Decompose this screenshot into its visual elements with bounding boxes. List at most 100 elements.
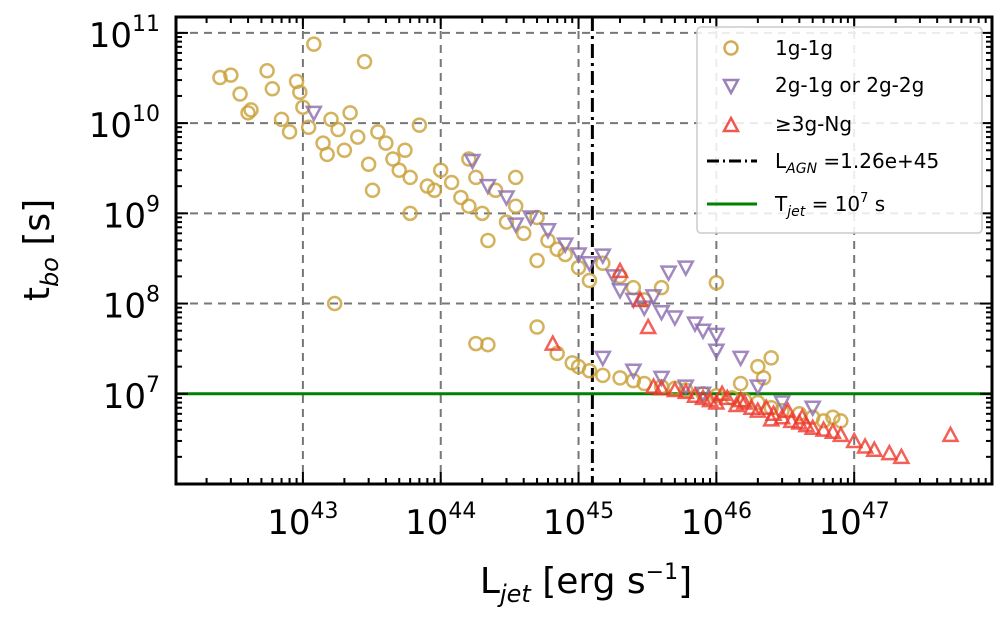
data-point — [360, 156, 377, 172]
data-point — [580, 255, 599, 273]
data-point — [708, 275, 725, 291]
data-point — [556, 237, 575, 255]
data-point — [232, 86, 248, 102]
data-point — [432, 162, 449, 179]
data-point — [370, 124, 386, 140]
plot-frame — [174, 15, 994, 486]
data-point — [581, 272, 598, 289]
legend-label-tjet: Tjet = 107 s — [774, 191, 885, 220]
data-point — [397, 142, 413, 159]
data-point — [856, 436, 875, 454]
legend-marker-triangle-down — [721, 78, 741, 96]
data-point — [610, 283, 630, 301]
y-tick-label: 107 — [103, 373, 160, 417]
data-point — [665, 310, 684, 328]
data-point — [319, 146, 335, 163]
data-point — [757, 398, 776, 416]
data-point — [624, 363, 643, 381]
x-tick-label-base: 10 — [819, 503, 862, 543]
data-points — [212, 36, 960, 465]
data-point — [461, 198, 477, 214]
y-tick-label-exp: 8 — [146, 283, 160, 308]
data-point — [281, 124, 298, 140]
data-point — [593, 248, 612, 266]
data-point — [336, 142, 353, 159]
data-point — [259, 63, 275, 79]
data-point — [468, 169, 484, 186]
data-point — [610, 261, 630, 279]
legend-item-lagn: LAGN =1.26e+45 — [707, 149, 939, 177]
data-point — [569, 247, 588, 265]
legend-item-2g: 2g-1g or 2g-2g — [721, 73, 924, 97]
data-point — [521, 210, 540, 228]
data-point — [391, 162, 407, 179]
x-tick-label: 1044 — [405, 499, 476, 543]
data-point — [342, 105, 358, 121]
x-axis-title-main: L — [480, 561, 500, 602]
x-tick-label: 1047 — [819, 499, 890, 543]
legend-marker-triangle-up — [721, 115, 741, 133]
y-tick-label-exp: 7 — [146, 373, 160, 398]
series-2 — [543, 261, 960, 465]
legend-label-2g: 2g-1g or 2g-2g — [775, 73, 924, 97]
data-point — [507, 169, 524, 186]
data-point — [653, 279, 670, 296]
legend-item-1g-1g: 1g-1g — [723, 36, 833, 60]
legend-label-3g: ≥3g-Ng — [775, 112, 852, 136]
data-point — [718, 388, 737, 406]
data-point — [731, 390, 750, 408]
legend: 1g-1g 2g-1g or 2g-2g ≥3g-Ng LAGN =1.26e+… — [696, 26, 983, 234]
legend-marker-circle — [723, 40, 739, 56]
data-point — [402, 169, 418, 186]
data-point — [731, 350, 750, 368]
y-tick-label-base: 10 — [103, 287, 146, 327]
data-point — [356, 53, 373, 70]
legend-lagn-main: L — [775, 149, 787, 173]
x-tick-label-exp: 45 — [586, 499, 614, 524]
data-point — [581, 362, 598, 379]
x-tick-label-exp: 43 — [311, 499, 339, 524]
data-point — [735, 392, 754, 410]
data-point — [330, 121, 346, 138]
data-point — [803, 418, 822, 436]
data-point — [411, 117, 428, 133]
legend-lagn-rest: =1.26e+45 — [817, 149, 939, 173]
y-axis-title-sub: bo — [36, 257, 64, 287]
data-point — [880, 443, 899, 461]
data-point — [243, 102, 259, 118]
data-point — [306, 36, 322, 52]
axis-ticks — [176, 17, 993, 485]
data-point — [773, 395, 792, 413]
data-point — [782, 411, 801, 429]
legend-lagn-sub: AGN — [785, 161, 817, 177]
x-tick-label-base: 10 — [405, 503, 448, 543]
data-point — [557, 246, 573, 263]
y-tick-label-base: 10 — [89, 106, 132, 146]
data-point — [693, 323, 713, 341]
legend-tjet-rest: s — [868, 192, 885, 216]
legend-box — [696, 26, 983, 234]
y-axis-title-rest: [s] — [17, 199, 58, 257]
data-point — [595, 367, 611, 384]
legend-label-1g-1g: 1g-1g — [775, 36, 833, 60]
series-0 — [212, 36, 849, 429]
data-point — [593, 350, 612, 368]
data-point — [707, 327, 726, 345]
data-point — [240, 105, 256, 121]
data-point — [323, 111, 339, 128]
data-point — [652, 305, 671, 322]
data-point — [426, 182, 443, 199]
data-point — [803, 400, 822, 418]
data-point — [326, 295, 343, 312]
legend-item-3g: ≥3g-Ng — [721, 112, 852, 136]
legend-tjet-sub: jet — [785, 204, 806, 220]
data-point — [443, 174, 460, 191]
x-tick-label-exp: 47 — [862, 499, 890, 524]
data-point — [364, 182, 381, 199]
data-point — [712, 384, 732, 402]
data-point — [814, 420, 833, 437]
x-tick-label: 1043 — [267, 499, 338, 543]
x-axis-title-rest1: [erg s — [531, 561, 646, 602]
